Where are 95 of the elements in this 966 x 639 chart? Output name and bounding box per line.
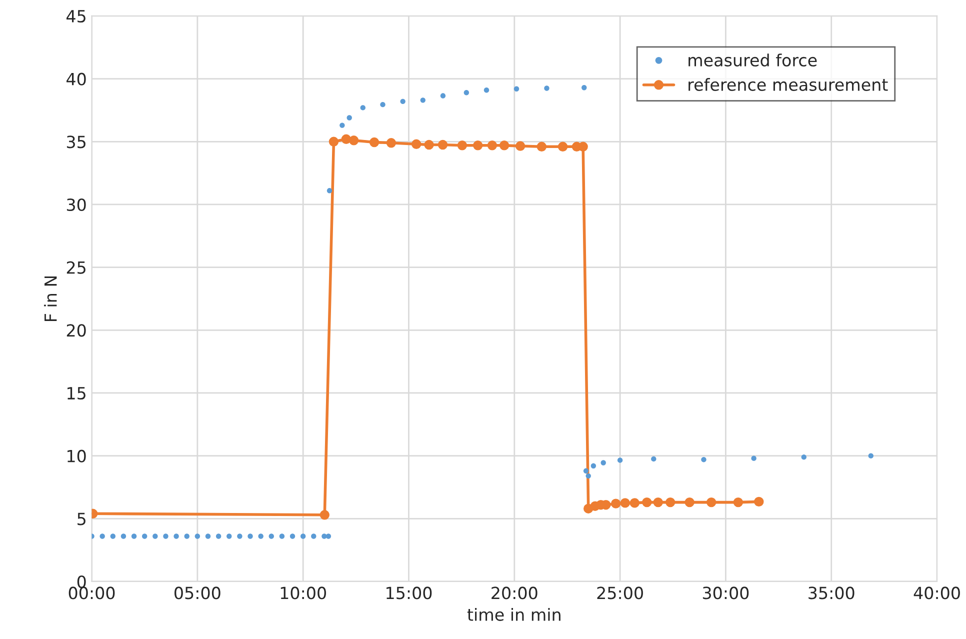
point <box>163 534 168 539</box>
point <box>386 138 396 148</box>
point <box>340 122 345 128</box>
point <box>279 534 285 539</box>
point <box>360 105 366 110</box>
point <box>617 458 623 463</box>
point <box>120 534 126 539</box>
point <box>438 140 448 150</box>
point <box>328 136 339 147</box>
point <box>472 140 483 150</box>
y-tick-label: 0 <box>77 575 86 588</box>
point <box>801 454 806 460</box>
point <box>300 534 306 539</box>
point <box>110 534 116 539</box>
point <box>544 86 550 91</box>
point <box>665 497 676 508</box>
point <box>346 115 352 120</box>
point <box>586 473 591 479</box>
point <box>311 534 316 539</box>
point <box>194 534 200 539</box>
point <box>420 98 426 103</box>
point <box>590 463 596 468</box>
point <box>536 142 547 152</box>
point <box>205 534 211 539</box>
point <box>515 141 526 151</box>
point <box>237 534 242 539</box>
point <box>701 456 706 462</box>
point <box>258 534 264 539</box>
point <box>174 534 179 539</box>
point <box>487 140 498 150</box>
point <box>152 534 158 539</box>
point <box>706 497 716 508</box>
point <box>326 534 332 539</box>
point <box>630 498 640 508</box>
point <box>369 137 380 148</box>
y-tick-label: 25 <box>66 261 86 274</box>
point <box>268 534 274 539</box>
y-tick-label: 30 <box>66 198 86 212</box>
point <box>320 510 330 520</box>
point <box>600 460 606 466</box>
point <box>131 534 137 539</box>
point <box>610 498 621 508</box>
point <box>400 98 406 104</box>
y-tick-label: 15 <box>68 387 86 400</box>
x-tick-label: 00:00 <box>68 586 115 600</box>
point <box>578 142 588 152</box>
point <box>380 102 386 108</box>
legend-label: reference measurement <box>688 78 888 91</box>
point <box>751 456 756 461</box>
x-tick-label: 20:00 <box>492 586 538 600</box>
point <box>100 534 105 539</box>
point <box>440 93 446 98</box>
x-tick-label: 10:00 <box>280 586 326 600</box>
point <box>754 496 764 507</box>
y-tick-label: 10 <box>68 450 86 462</box>
point <box>290 534 296 539</box>
y-tick-label: 5 <box>78 512 86 526</box>
point <box>653 497 663 508</box>
point <box>184 534 190 539</box>
point <box>248 534 253 539</box>
x-tick-label: 25:00 <box>597 586 643 600</box>
point <box>514 86 520 92</box>
y-tick-label: 35 <box>66 136 86 148</box>
point <box>348 136 359 146</box>
point <box>326 188 332 194</box>
point <box>464 90 470 96</box>
point <box>868 453 874 458</box>
point <box>583 468 589 474</box>
point <box>684 497 694 508</box>
y-tick-label: 40 <box>66 72 86 86</box>
x-tick-label: 30:00 <box>702 586 749 600</box>
point <box>651 456 656 462</box>
point <box>142 534 148 539</box>
x-tick-label: 40:00 <box>914 586 960 600</box>
point <box>642 497 652 508</box>
point <box>411 139 422 150</box>
legend-label: measured force <box>688 54 817 66</box>
x-tick-label: 05:00 <box>174 586 220 600</box>
point <box>484 88 490 93</box>
point <box>226 534 232 539</box>
point <box>322 534 327 539</box>
point <box>558 142 568 152</box>
y-axis-title: F in N <box>44 276 57 322</box>
x-tick-label: 35:00 <box>808 586 854 600</box>
point <box>733 497 744 508</box>
x-axis-title: time in min <box>467 608 560 621</box>
point <box>457 140 468 150</box>
point <box>499 140 510 150</box>
point <box>582 85 587 90</box>
point <box>424 140 434 150</box>
point <box>216 534 222 539</box>
y-tick-label: 45 <box>66 10 86 23</box>
x-tick-label: 15:00 <box>386 586 432 600</box>
point <box>620 498 630 508</box>
y-tick-label: 20 <box>66 324 86 337</box>
